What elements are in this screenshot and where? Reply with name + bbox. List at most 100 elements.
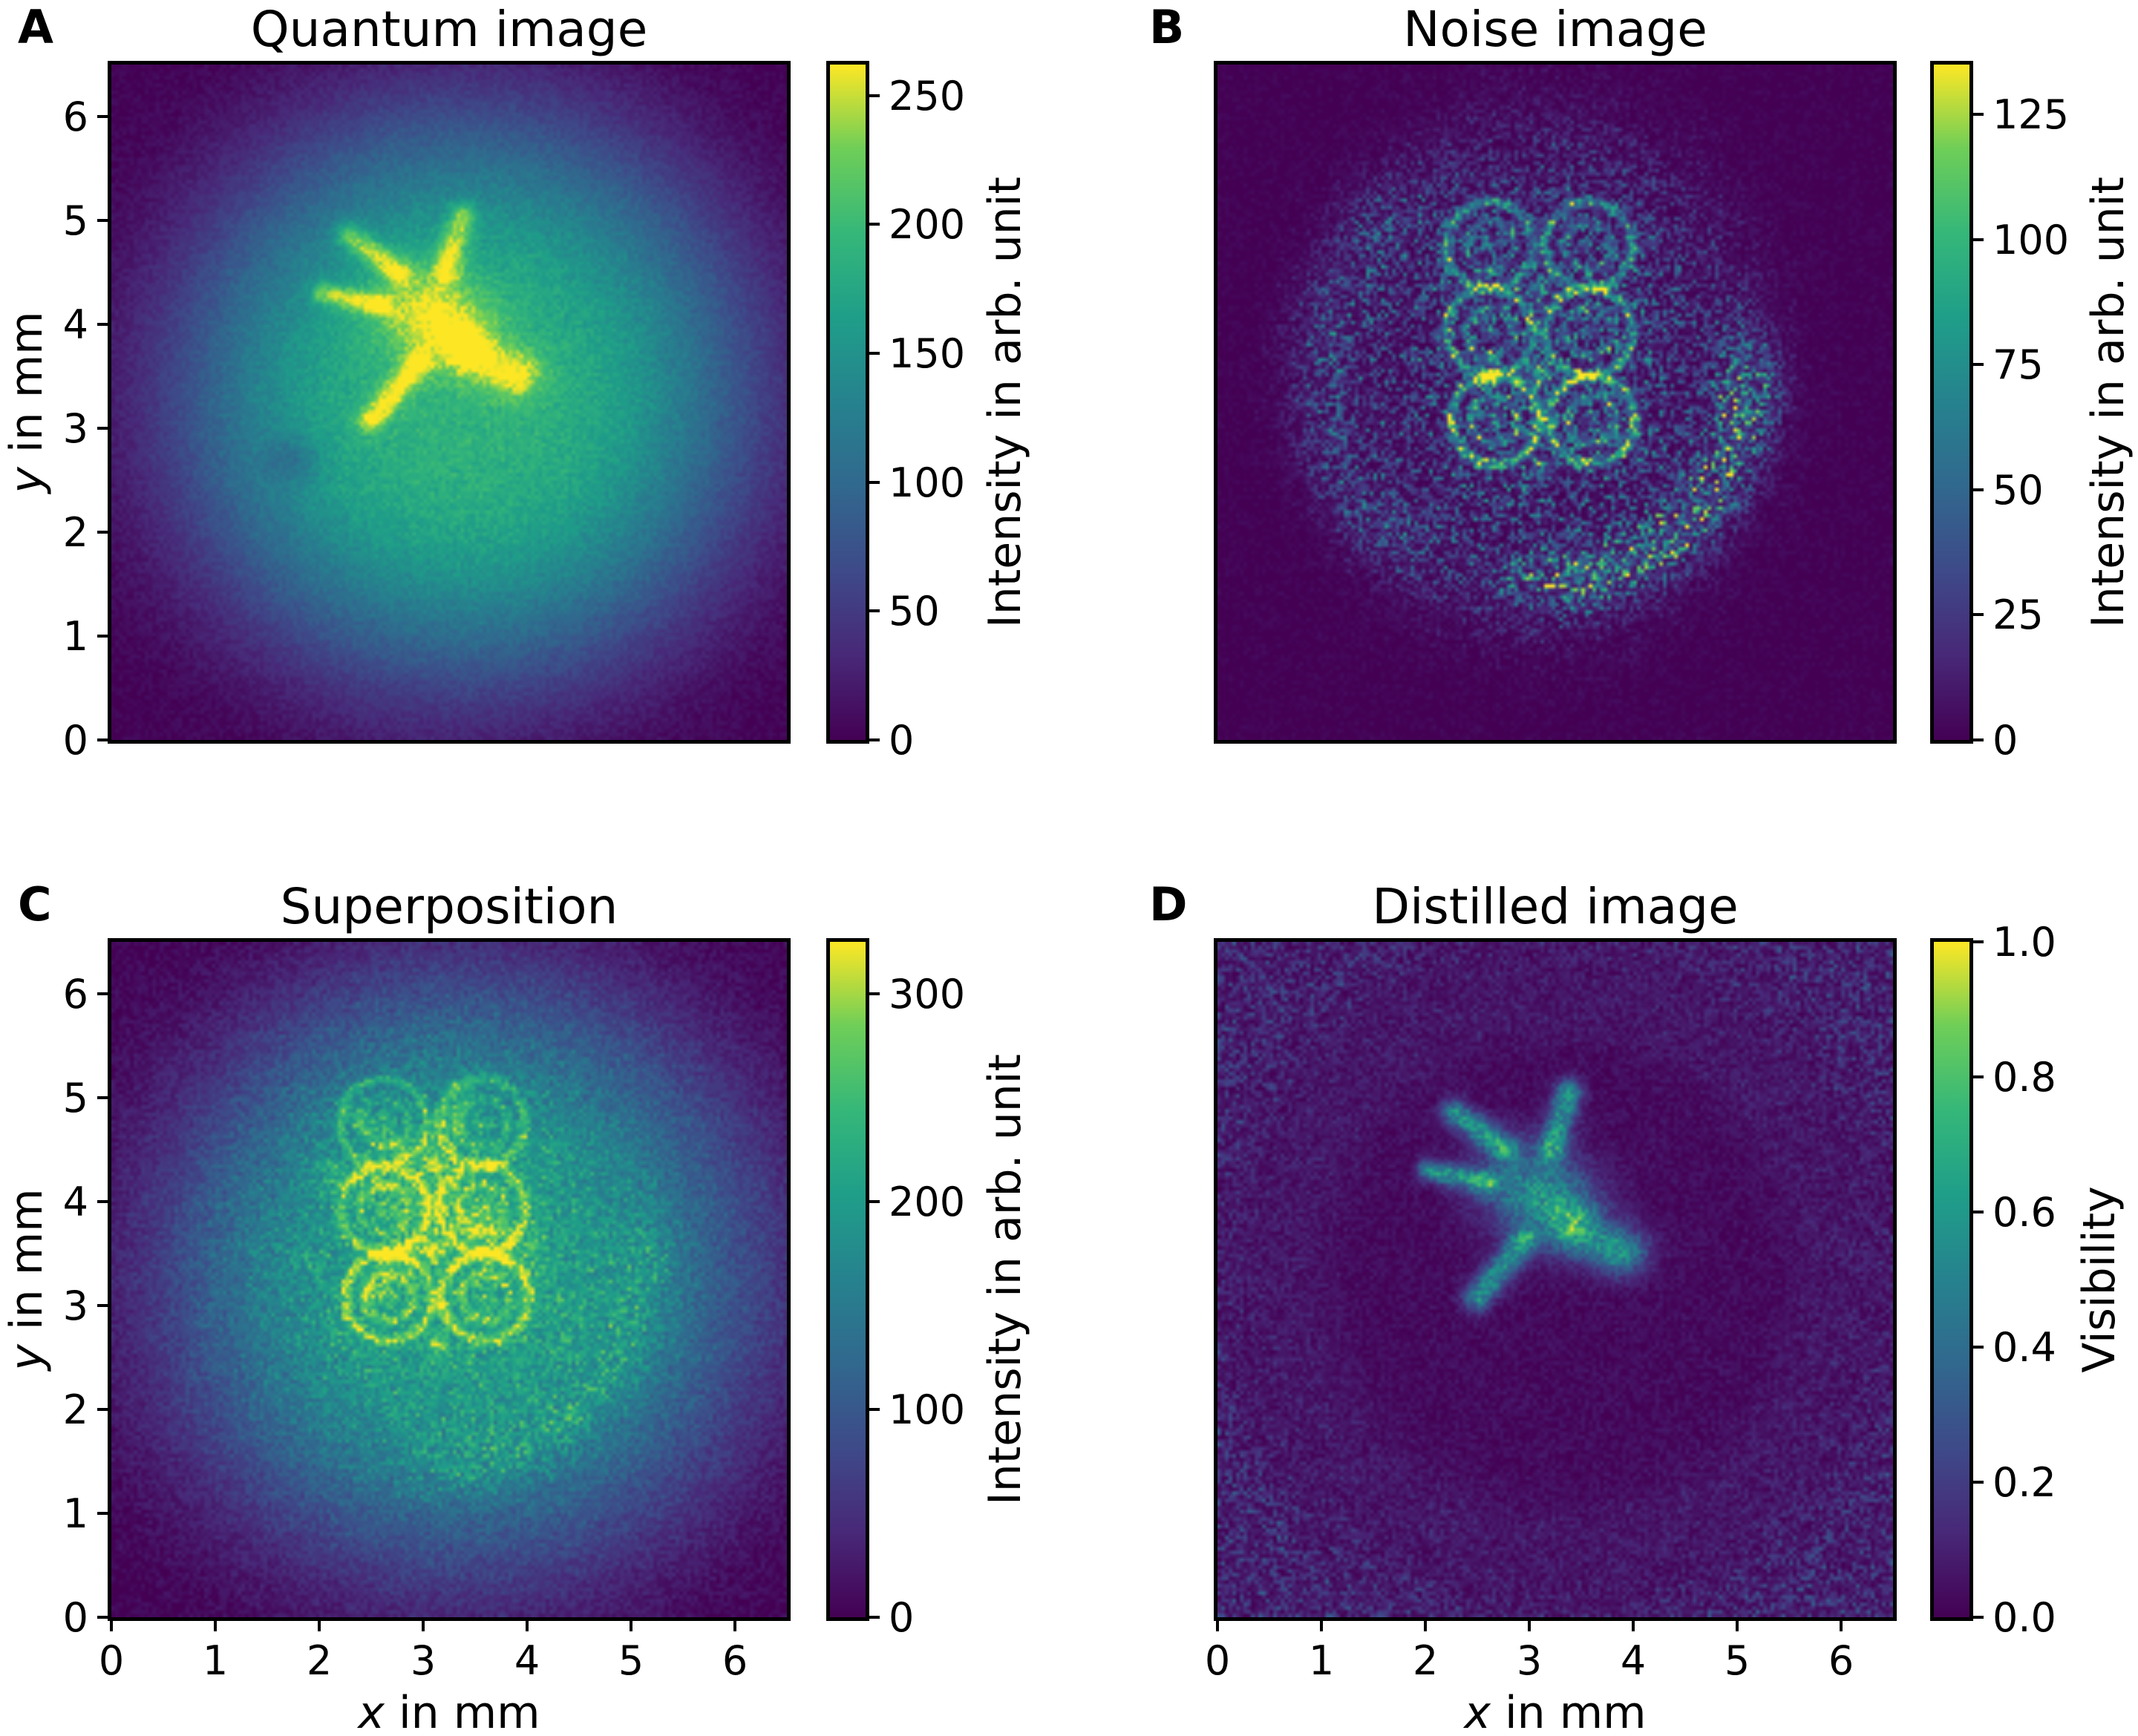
colorbar-tick-mark bbox=[869, 1200, 880, 1203]
colorbar-tick-label: 150 bbox=[889, 330, 966, 377]
y-axis-var: y bbox=[1, 1344, 53, 1371]
colorbar-tick-mark bbox=[1973, 738, 1984, 741]
colorbar-tick-label: 200 bbox=[889, 201, 966, 249]
x-tick-mark bbox=[110, 1621, 113, 1631]
x-tick-mark bbox=[1320, 1621, 1323, 1631]
y-tick-mark bbox=[97, 115, 108, 118]
x-tick-mark bbox=[733, 1621, 736, 1631]
y-tick-label: 0 bbox=[62, 717, 88, 764]
x-tick-mark bbox=[318, 1621, 321, 1631]
colorbar-tick-mark bbox=[1973, 363, 1984, 367]
panel-title-C: Superposition bbox=[280, 878, 618, 935]
colorbar-tick-label: 0.8 bbox=[1992, 1054, 2056, 1101]
y-tick-mark bbox=[97, 1616, 108, 1619]
colorbar-tick-mark bbox=[1973, 1616, 1984, 1619]
colorbar-tick-mark bbox=[869, 480, 880, 484]
y-tick-mark bbox=[97, 1200, 108, 1203]
x-tick-label: 0 bbox=[1204, 1637, 1231, 1684]
colorbar-tick-label: 0 bbox=[1992, 717, 2018, 764]
y-tick-mark bbox=[97, 635, 108, 638]
x-tick-label: 6 bbox=[1828, 1637, 1854, 1684]
y-tick-label: 2 bbox=[62, 509, 88, 556]
y-tick-label: 1 bbox=[62, 613, 88, 660]
colorbar-tick-label: 300 bbox=[889, 971, 966, 1018]
y-tick-label: 3 bbox=[62, 405, 88, 452]
y-tick-label: 2 bbox=[62, 1386, 88, 1433]
x-tick-mark bbox=[1840, 1621, 1843, 1631]
x-axis-label-C: x in mm bbox=[358, 1691, 540, 1735]
y-tick-mark bbox=[97, 219, 108, 222]
colorbar-tick-label: 250 bbox=[889, 72, 966, 119]
y-tick-mark bbox=[97, 1096, 108, 1099]
y-tick-mark bbox=[97, 1512, 108, 1515]
y-tick-label: 1 bbox=[62, 1490, 88, 1537]
colorbar-tick-mark bbox=[1973, 940, 1984, 943]
y-tick-label: 0 bbox=[62, 1594, 88, 1641]
y-tick-mark bbox=[97, 531, 108, 534]
x-tick-mark bbox=[1632, 1621, 1635, 1631]
heatmap-canvas-superposition bbox=[111, 942, 787, 1617]
colorbar-tick-mark bbox=[1973, 113, 1984, 117]
panel-letter-C: C bbox=[18, 877, 52, 931]
colorbar-tick-label: 50 bbox=[1992, 466, 2044, 514]
colorbar-frame-A bbox=[826, 61, 869, 744]
colorbar-tick-mark bbox=[869, 352, 880, 355]
x-axis-label-D: x in mm bbox=[1464, 1691, 1646, 1735]
colorbar-tick-label: 0.2 bbox=[1992, 1459, 2056, 1506]
colorbar-tick-mark bbox=[1973, 1481, 1984, 1484]
colorbar-tick-mark bbox=[1973, 488, 1984, 491]
x-tick-label: 1 bbox=[1308, 1637, 1335, 1684]
x-tick-mark bbox=[1424, 1621, 1427, 1631]
panel-letter-B: B bbox=[1149, 0, 1185, 54]
colorbar-tick-mark bbox=[869, 1408, 880, 1411]
colorbar-tick-label: 1.0 bbox=[1992, 919, 2056, 966]
colorbar-tick-label: 100 bbox=[889, 1386, 966, 1433]
panel-title-A: Quantum image bbox=[250, 1, 648, 58]
x-tick-mark bbox=[214, 1621, 217, 1631]
colorbar-tick-mark bbox=[1973, 238, 1984, 241]
x-tick-label: 4 bbox=[1620, 1637, 1647, 1684]
y-tick-mark bbox=[97, 992, 108, 995]
colorbar-label-C: Intensity in arb. unit bbox=[979, 1054, 1031, 1505]
x-axis-unit: in mm bbox=[1490, 1687, 1647, 1736]
colorbar-tick-mark bbox=[1973, 1075, 1984, 1078]
x-tick-mark bbox=[1528, 1621, 1531, 1631]
y-tick-mark bbox=[97, 427, 108, 430]
y-tick-label: 6 bbox=[62, 94, 88, 140]
x-tick-label: 6 bbox=[722, 1637, 748, 1684]
colorbar-tick-label: 0.4 bbox=[1992, 1324, 2056, 1371]
colorbar-frame-D bbox=[1930, 938, 1973, 1621]
colorbar-tick-label: 125 bbox=[1992, 91, 2070, 139]
heatmap-frame-B bbox=[1214, 61, 1897, 744]
heatmap-frame-D bbox=[1214, 938, 1897, 1621]
y-tick-mark bbox=[97, 738, 108, 741]
colorbar-tick-mark bbox=[1973, 1346, 1984, 1349]
x-tick-label: 5 bbox=[618, 1637, 644, 1684]
colorbar-tick-label: 0 bbox=[889, 717, 915, 764]
y-tick-label: 4 bbox=[62, 1179, 88, 1225]
x-axis-var: x bbox=[358, 1687, 385, 1736]
colorbar-tick-mark bbox=[869, 738, 880, 741]
colorbar-tick-mark bbox=[869, 992, 880, 995]
colorbar-tick-mark bbox=[869, 1616, 880, 1619]
panel-title-D: Distilled image bbox=[1372, 878, 1739, 935]
colorbar-tick-label: 100 bbox=[1992, 216, 2070, 263]
colorbar-tick-label: 0.6 bbox=[1992, 1189, 2056, 1236]
colorbar-tick-label: 75 bbox=[1992, 341, 2044, 389]
y-tick-label: 3 bbox=[62, 1283, 88, 1329]
x-tick-mark bbox=[1736, 1621, 1739, 1631]
x-tick-mark bbox=[422, 1621, 425, 1631]
colorbar-gradient-D bbox=[1934, 942, 1969, 1617]
x-tick-mark bbox=[630, 1621, 632, 1631]
y-tick-mark bbox=[97, 1304, 108, 1307]
colorbar-tick-label: 50 bbox=[889, 588, 940, 635]
x-tick-label: 5 bbox=[1724, 1637, 1750, 1684]
colorbar-tick-label: 0 bbox=[889, 1594, 915, 1641]
y-tick-label: 4 bbox=[62, 301, 88, 348]
x-axis-unit: in mm bbox=[384, 1687, 540, 1736]
panel-letter-A: A bbox=[18, 0, 53, 54]
colorbar-tick-label: 25 bbox=[1992, 592, 2044, 639]
x-tick-label: 3 bbox=[1516, 1637, 1543, 1684]
x-tick-mark bbox=[1216, 1621, 1219, 1631]
